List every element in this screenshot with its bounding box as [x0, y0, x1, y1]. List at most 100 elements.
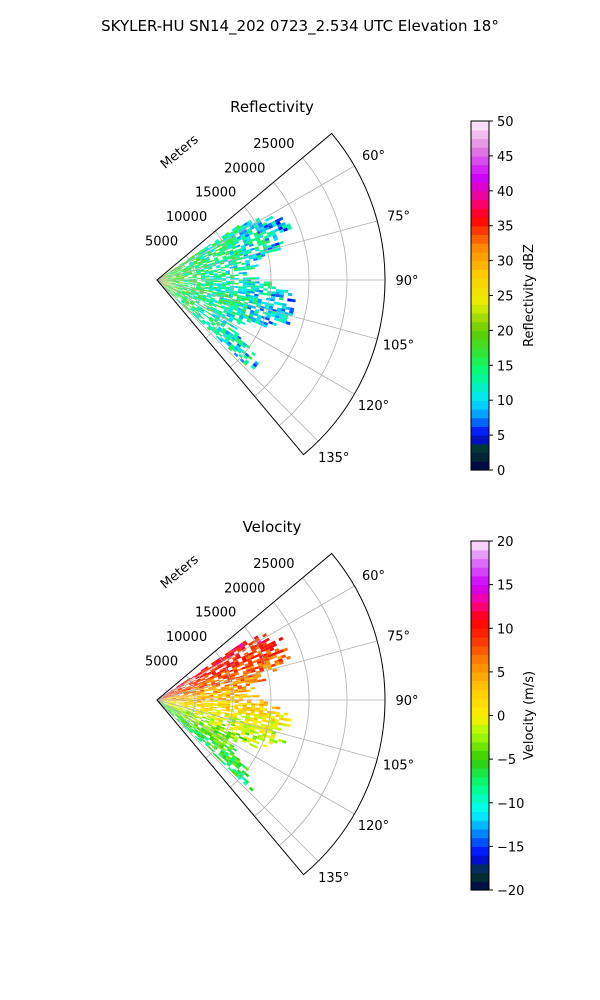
velocity-gate [167, 710, 171, 714]
velocity-gate [180, 700, 185, 701]
velocity-gate [188, 702, 193, 704]
velocity-gate [209, 702, 214, 705]
colorbar-segment [471, 541, 489, 551]
colorbar-segment [471, 732, 489, 743]
velocity-gate [170, 706, 174, 710]
velocity-gate [165, 691, 170, 695]
velocity-gate [170, 712, 175, 717]
velocity-gate [182, 717, 187, 721]
reflectivity-gate [197, 295, 202, 299]
reflectivity-gate [272, 234, 278, 239]
reflectivity-gate [163, 278, 168, 280]
reflectivity-gate [195, 257, 201, 261]
velocity-gate [242, 781, 248, 786]
reflectivity-gate [167, 283, 172, 285]
velocity-gate [263, 703, 268, 707]
reflectivity-gate [187, 272, 193, 274]
velocity-gate [166, 693, 171, 696]
reflectivity-gate [199, 288, 205, 291]
velocity-gate [225, 705, 231, 708]
velocity-gate [206, 715, 211, 719]
reflectivity-gate [185, 292, 191, 295]
velocity-gate [193, 681, 198, 685]
velocity-gate [226, 673, 231, 677]
velocity-gate [238, 725, 243, 730]
velocity-gate [175, 695, 180, 697]
velocity-gate [222, 754, 227, 759]
velocity-gate [194, 712, 199, 716]
reflectivity-gate [265, 239, 271, 244]
velocity-gate [184, 698, 189, 700]
velocity-gate [211, 662, 216, 666]
reflectivity-gate [171, 281, 176, 282]
reflectivity-gate [287, 292, 293, 297]
velocity-gate [262, 642, 268, 647]
velocity-gate [215, 727, 220, 731]
reflectivity-gate [235, 312, 241, 317]
reflectivity-gate [206, 261, 211, 264]
velocity-gate [176, 712, 181, 715]
reflectivity-gate [263, 281, 268, 284]
reflectivity-gate [194, 292, 199, 296]
velocity-gate [213, 697, 218, 699]
reflectivity-gate [244, 352, 250, 358]
velocity-gate [196, 678, 201, 681]
reflectivity-gate [179, 294, 184, 298]
reflectivity-gate [190, 307, 195, 312]
reflectivity-gate [225, 233, 231, 238]
reflectivity-gate [240, 244, 246, 249]
reflectivity-gate [217, 311, 223, 315]
velocity-gate [165, 691, 170, 695]
velocity-gate [232, 648, 238, 653]
reflectivity-gate [222, 255, 227, 259]
reflectivity-gate [224, 265, 230, 268]
velocity-gate [257, 716, 263, 720]
velocity-gate [224, 715, 229, 718]
reflectivity-gate [209, 282, 214, 285]
reflectivity-gate [273, 237, 279, 242]
reflectivity-gate [204, 287, 209, 290]
velocity-gate [215, 683, 221, 686]
reflectivity-gate [237, 248, 242, 252]
reflectivity-gate [222, 310, 228, 314]
reflectivity-gate [200, 274, 206, 277]
velocity-gate [194, 674, 199, 678]
reflectivity-gate [195, 266, 200, 270]
reflectivity-gate [215, 260, 220, 264]
colorbar-segment [471, 575, 489, 586]
velocity-gate [179, 682, 184, 686]
reflectivity-gate [195, 269, 201, 272]
velocity-gate [186, 710, 191, 713]
velocity-gate [257, 720, 262, 724]
radial-tick-label: 5000 [145, 655, 178, 670]
velocity-gate [250, 713, 255, 716]
velocity-gate [217, 690, 222, 692]
reflectivity-gate [271, 291, 276, 295]
reflectivity-gate [226, 282, 231, 285]
velocity-gate [212, 740, 217, 744]
reflectivity-gate [187, 304, 192, 308]
reflectivity-gate [181, 299, 185, 304]
reflectivity-gate [250, 264, 255, 268]
velocity-gate [174, 706, 179, 709]
reflectivity-gate [243, 303, 248, 307]
reflectivity-gate [272, 223, 278, 228]
reflectivity-gate [182, 269, 187, 272]
velocity-gate [175, 700, 181, 702]
velocity-gate [196, 692, 201, 694]
colorbar-segment [471, 365, 489, 375]
velocity-gate [229, 752, 234, 757]
azimuth-tick-label: 90° [395, 274, 418, 289]
reflectivity-gate [163, 277, 168, 279]
velocity-gate [230, 701, 235, 703]
colorbar-segment [471, 155, 489, 166]
reflectivity-gate [285, 223, 291, 228]
reflectivity-gate [283, 227, 289, 232]
velocity-gate [202, 681, 207, 684]
reflectivity-gate [175, 293, 180, 297]
velocity-gate [254, 666, 260, 670]
velocity-gate [167, 696, 172, 698]
velocity-gate [241, 686, 247, 689]
velocity-gate [200, 691, 205, 694]
velocity-gate [221, 692, 226, 695]
